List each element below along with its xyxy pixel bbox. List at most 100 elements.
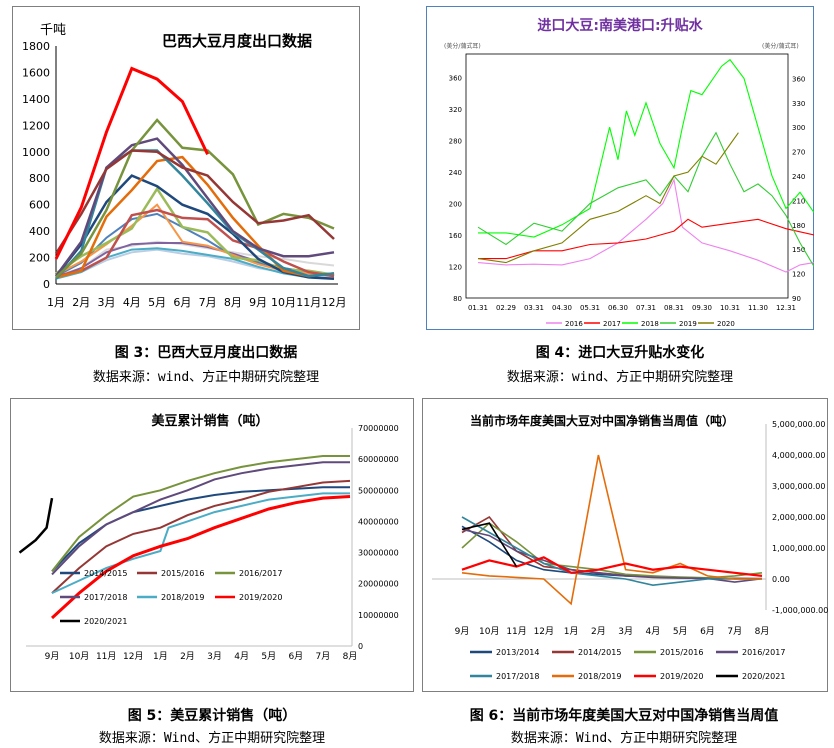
right-y-tick-label: 330 [792,100,805,108]
series-line [18,497,54,554]
right-y-tick-label: 240 [792,173,805,181]
right-axis-unit: (美分/蒲式耳) [762,42,799,50]
chart-frame [10,398,414,692]
legend-label: 2016/2017 [239,569,282,578]
x-tick-label: 8月 [224,296,242,309]
legend-label: 2018/2019 [161,593,204,602]
left-y-tick-label: 80 [453,295,462,303]
x-tick-label: 09.30 [692,304,712,312]
y-tick-label: 400 [29,225,50,238]
y-tick-label: 40000000 [358,517,399,526]
series-line [461,516,762,587]
y-tick-label: -1,000,000.00 [772,606,828,615]
x-tick-label: 3月 [98,296,116,309]
y-tick-label: 0.00 [772,575,790,584]
legend-label: 2017/2018 [496,672,539,681]
y-tick-label: 50000000 [358,486,399,495]
y-tick-label: 5,000,000.00 [772,420,825,429]
left-y-tick-label: 200 [449,201,462,209]
y-tick-label: 1200 [22,119,50,132]
series-line [478,218,814,260]
legend-label: 2020 [717,320,735,328]
left-y-tick-label: 240 [449,169,462,177]
x-tick-label: 07.31 [636,304,656,312]
series-line [477,132,739,264]
x-tick-label: 1月 [47,296,65,309]
legend-label: 2014/2015 [84,569,127,578]
x-tick-label: 5月 [673,626,688,637]
chart-frame [426,6,814,330]
x-tick-label: 9月 [45,651,60,662]
legend-label: 2016 [565,320,583,328]
caption-fig5-source: 数据来源：Wind、方正中期研究院整理 [98,731,326,746]
x-tick-label: 3月 [207,651,222,662]
caption-fig3-title: 图 3：巴西大豆月度出口数据 [114,345,298,361]
series-line [50,495,351,620]
legend-label: 2019/2020 [660,672,703,681]
x-tick-label: 12月 [534,626,554,637]
x-tick-label: 08.31 [664,304,684,312]
x-tick-label: 05.31 [580,304,600,312]
y-tick-label: 4,000,000.00 [772,451,825,460]
right-y-tick-label: 210 [792,197,805,205]
x-tick-label: 12月 [123,651,143,662]
chart-title: 进口大豆:南美港口:升贴水 [537,17,703,34]
x-tick-label: 10.31 [720,304,740,312]
y-tick-label: 0 [43,278,50,291]
x-tick-label: 11月 [96,651,116,662]
legend-label: 2018/2019 [578,672,621,681]
legend-label: 2015/2016 [161,569,204,578]
x-tick-label: 04.30 [552,304,572,312]
y-axis-unit: 千吨 [40,23,66,38]
series-line [54,137,335,277]
series-line [51,479,351,594]
y-tick-label: 20000000 [358,580,399,589]
chart-frame [422,398,828,692]
y-tick-label: 30000000 [358,549,399,558]
series-line [461,454,762,606]
plot-area [465,53,789,299]
x-tick-label: 6月 [700,626,715,637]
x-tick-label: 9月 [249,296,267,309]
legend-label: 2017 [603,320,621,328]
x-tick-label: 11.30 [748,304,768,312]
x-tick-label: 2月 [72,296,90,309]
x-tick-label: 9月 [455,626,470,637]
series-line [477,178,814,273]
caption-fig3-source: 数据来源：wind、方正中期研究院整理 [92,370,320,385]
x-tick-label: 6月 [173,296,191,309]
y-tick-label: 2,000,000.00 [772,513,825,522]
y-tick-label: 800 [29,172,50,185]
series-line [54,66,209,260]
series-line [461,556,763,577]
x-tick-label: 11月 [296,296,321,309]
series-line [461,522,763,579]
y-tick-label: 1800 [22,40,50,53]
x-tick-label: 10月 [69,651,89,662]
x-tick-label: 3月 [618,626,633,637]
y-tick-label: 200 [29,252,50,265]
series-line [55,174,335,280]
y-tick-label: 1,000,000.00 [772,544,825,553]
caption-fig5-title: 图 5：美豆累计销售（吨） [127,708,297,724]
chart-title: 美豆累计销售（吨） [151,413,268,429]
x-tick-label: 10月 [271,296,296,309]
legend-label: 2019/2020 [239,593,282,602]
x-tick-label: 06.30 [608,304,628,312]
series-line [54,149,335,255]
left-y-tick-label: 160 [449,232,462,240]
left-y-tick-label: 320 [449,106,462,114]
x-tick-label: 1月 [153,651,168,662]
legend-label: 2019 [679,320,697,328]
x-tick-label: 03.31 [524,304,544,312]
chart-us-soy-cumulative-sales: 美豆累计销售（吨） 0 10000000 20000000 30000000 40000… [10,398,414,692]
x-tick-label: 4月 [123,296,141,309]
x-tick-label: 8月 [343,651,358,662]
right-y-tick-label: 150 [792,246,805,254]
caption-fig6-title: 图 6：当前市场年度美国大豆对中国净销售当周值 [469,708,779,724]
caption-fig6-source: 数据来源：Wind、方正中期研究院整理 [510,731,738,746]
series-line [51,455,350,572]
right-y-tick-label: 270 [792,149,805,157]
series-line [51,461,350,576]
left-y-tick-label: 280 [449,138,462,146]
